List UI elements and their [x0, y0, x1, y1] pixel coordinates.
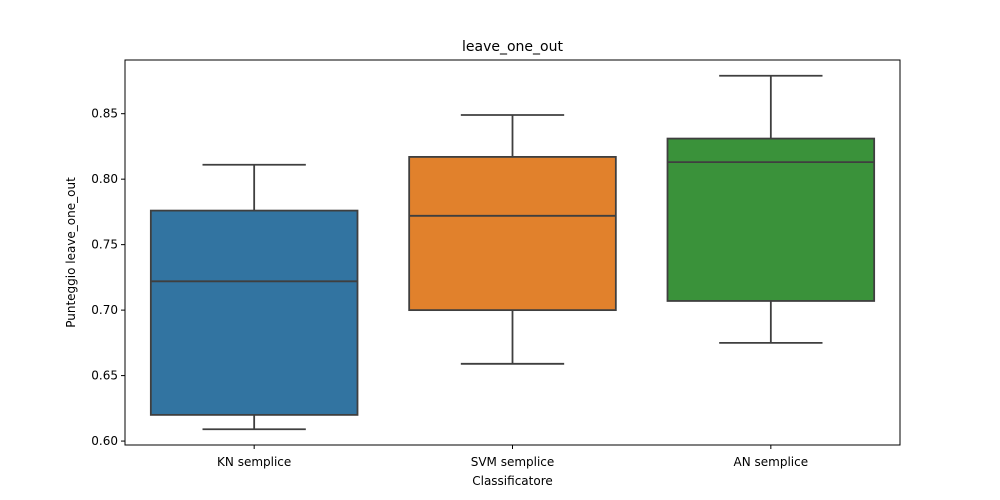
box-group [408, 114, 617, 365]
y-tick-label: 0.80 [91, 172, 118, 186]
x-axis: KN semplice SVM semplice AN semplice [217, 445, 808, 469]
box-group [149, 163, 359, 431]
boxes [149, 74, 876, 431]
y-axis: 0.60 0.65 0.70 0.75 0.80 0.85 [91, 107, 125, 448]
box [149, 209, 359, 416]
x-axis-label: Classificatore [472, 474, 553, 488]
x-tick-label: KN semplice [217, 455, 291, 469]
y-tick-label: 0.75 [91, 238, 118, 252]
y-tick-label: 0.65 [91, 369, 118, 383]
x-tick-label: AN semplice [734, 455, 809, 469]
plot-frame [124, 59, 901, 446]
x-tick-label: SVM semplice [471, 455, 555, 469]
y-tick-label: 0.60 [91, 434, 118, 448]
box [408, 156, 617, 312]
y-tick-label: 0.85 [91, 107, 118, 121]
y-tick-label: 0.70 [91, 303, 118, 317]
y-axis-label: Punteggio leave_one_out [64, 177, 78, 328]
chart-title: leave_one_out [462, 39, 563, 55]
box-group [666, 74, 876, 344]
box [666, 137, 876, 302]
